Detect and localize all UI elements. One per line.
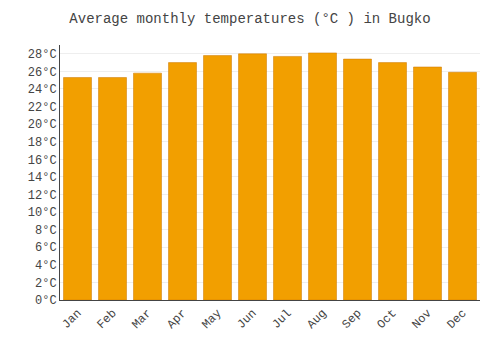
svg-text:Apr: Apr — [164, 307, 189, 332]
svg-text:Jul: Jul — [269, 307, 294, 332]
svg-text:18°C: 18°C — [28, 136, 57, 150]
svg-text:Feb: Feb — [94, 307, 119, 332]
svg-text:22°C: 22°C — [28, 101, 57, 115]
svg-text:Nov: Nov — [409, 307, 434, 332]
svg-text:Jan: Jan — [59, 307, 84, 332]
svg-text:6°C: 6°C — [35, 241, 57, 255]
svg-text:Oct: Oct — [374, 307, 399, 332]
svg-text:14°C: 14°C — [28, 171, 57, 185]
svg-text:26°C: 26°C — [28, 66, 57, 80]
svg-text:24°C: 24°C — [28, 83, 57, 97]
svg-text:8°C: 8°C — [35, 224, 57, 238]
svg-text:Aug: Aug — [304, 307, 329, 332]
svg-text:0°C: 0°C — [35, 294, 57, 308]
svg-text:May: May — [199, 307, 224, 332]
svg-text:2°C: 2°C — [35, 277, 57, 291]
svg-text:Dec: Dec — [444, 307, 469, 332]
svg-text:Average monthly temperatures (: Average monthly temperatures (°C ) in Bu… — [69, 11, 430, 27]
svg-text:12°C: 12°C — [28, 189, 57, 203]
svg-text:20°C: 20°C — [28, 118, 57, 132]
svg-text:28°C: 28°C — [28, 48, 57, 62]
svg-text:Mar: Mar — [129, 307, 154, 332]
svg-text:16°C: 16°C — [28, 154, 57, 168]
svg-text:10°C: 10°C — [28, 206, 57, 220]
svg-text:4°C: 4°C — [35, 259, 57, 273]
svg-text:Sep: Sep — [339, 307, 364, 332]
svg-text:Jun: Jun — [234, 307, 259, 332]
